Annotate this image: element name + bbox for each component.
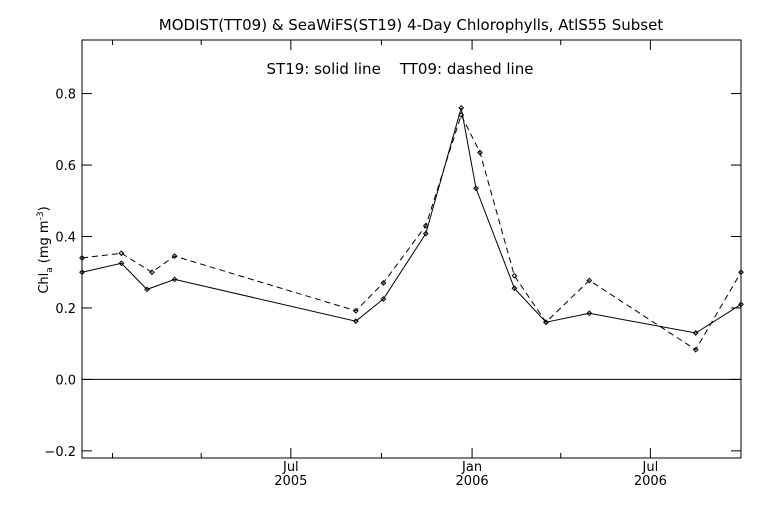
- data-point-solid: [458, 104, 465, 111]
- data-point-dashed: [79, 255, 85, 261]
- y-axis-label-exp: -3: [36, 211, 46, 220]
- data-point-dashed: [171, 253, 178, 260]
- y-tick-label: 0.2: [55, 302, 76, 317]
- data-point-dashed: [118, 250, 125, 257]
- data-point-dashed: [458, 112, 465, 118]
- plot-frame: [81, 39, 742, 459]
- data-point-dashed: [692, 346, 699, 353]
- data-point-dashed: [149, 269, 155, 276]
- y-axis-label-close: ): [37, 206, 52, 211]
- y-axis-label: Chla (mg m-3): [36, 206, 55, 293]
- data-point-dashed: [477, 149, 483, 156]
- legend-annotation: ST19: solid line TT09: dashed line: [267, 60, 534, 78]
- y-tick-label: 0.4: [55, 230, 76, 245]
- y-tick-label: −0.2: [44, 445, 76, 460]
- data-point-dashed: [738, 269, 744, 276]
- data-point-solid: [692, 330, 699, 336]
- data-point-solid: [171, 276, 178, 283]
- data-point-dashed: [586, 277, 593, 284]
- data-point-solid: [738, 301, 744, 308]
- series-line-dashed: [81, 113, 742, 351]
- y-tick-label: 0.0: [55, 373, 76, 388]
- y-tick-label: 0.6: [55, 159, 76, 174]
- y-axis-label-sub: a: [45, 267, 55, 273]
- y-axis-label-main: Chl: [37, 273, 52, 294]
- data-point-solid: [473, 185, 479, 192]
- x-tick-label: Jul: [282, 460, 299, 475]
- data-point-dashed: [422, 222, 429, 229]
- data-point-solid: [586, 310, 593, 317]
- data-point-solid: [352, 318, 359, 325]
- x-tick-label: Jan: [461, 460, 482, 475]
- x-tick-sublabel: 2006: [456, 474, 489, 489]
- data-point-dashed: [352, 307, 359, 314]
- data-point-solid: [380, 296, 387, 302]
- data-point-dashed: [511, 272, 518, 279]
- data-point-dashed: [543, 319, 549, 326]
- chart-title: MODIST(TT09) & SeaWiFS(ST19) 4-Day Chlor…: [159, 16, 664, 34]
- y-axis-label-unit: (mg m: [37, 220, 52, 263]
- data-point-solid: [511, 285, 518, 292]
- series-line-solid: [81, 107, 742, 334]
- x-tick-label: Jul: [642, 460, 659, 475]
- series-layer: [79, 104, 744, 353]
- data-point-solid: [118, 260, 125, 267]
- data-point-solid: [79, 269, 85, 276]
- data-point-solid: [422, 230, 429, 237]
- data-point-solid: [144, 286, 150, 293]
- y-tick-label: 0.8: [55, 88, 76, 103]
- x-tick-sublabel: 2005: [274, 474, 307, 489]
- x-tick-sublabel: 2006: [634, 474, 667, 489]
- data-point-dashed: [380, 280, 387, 286]
